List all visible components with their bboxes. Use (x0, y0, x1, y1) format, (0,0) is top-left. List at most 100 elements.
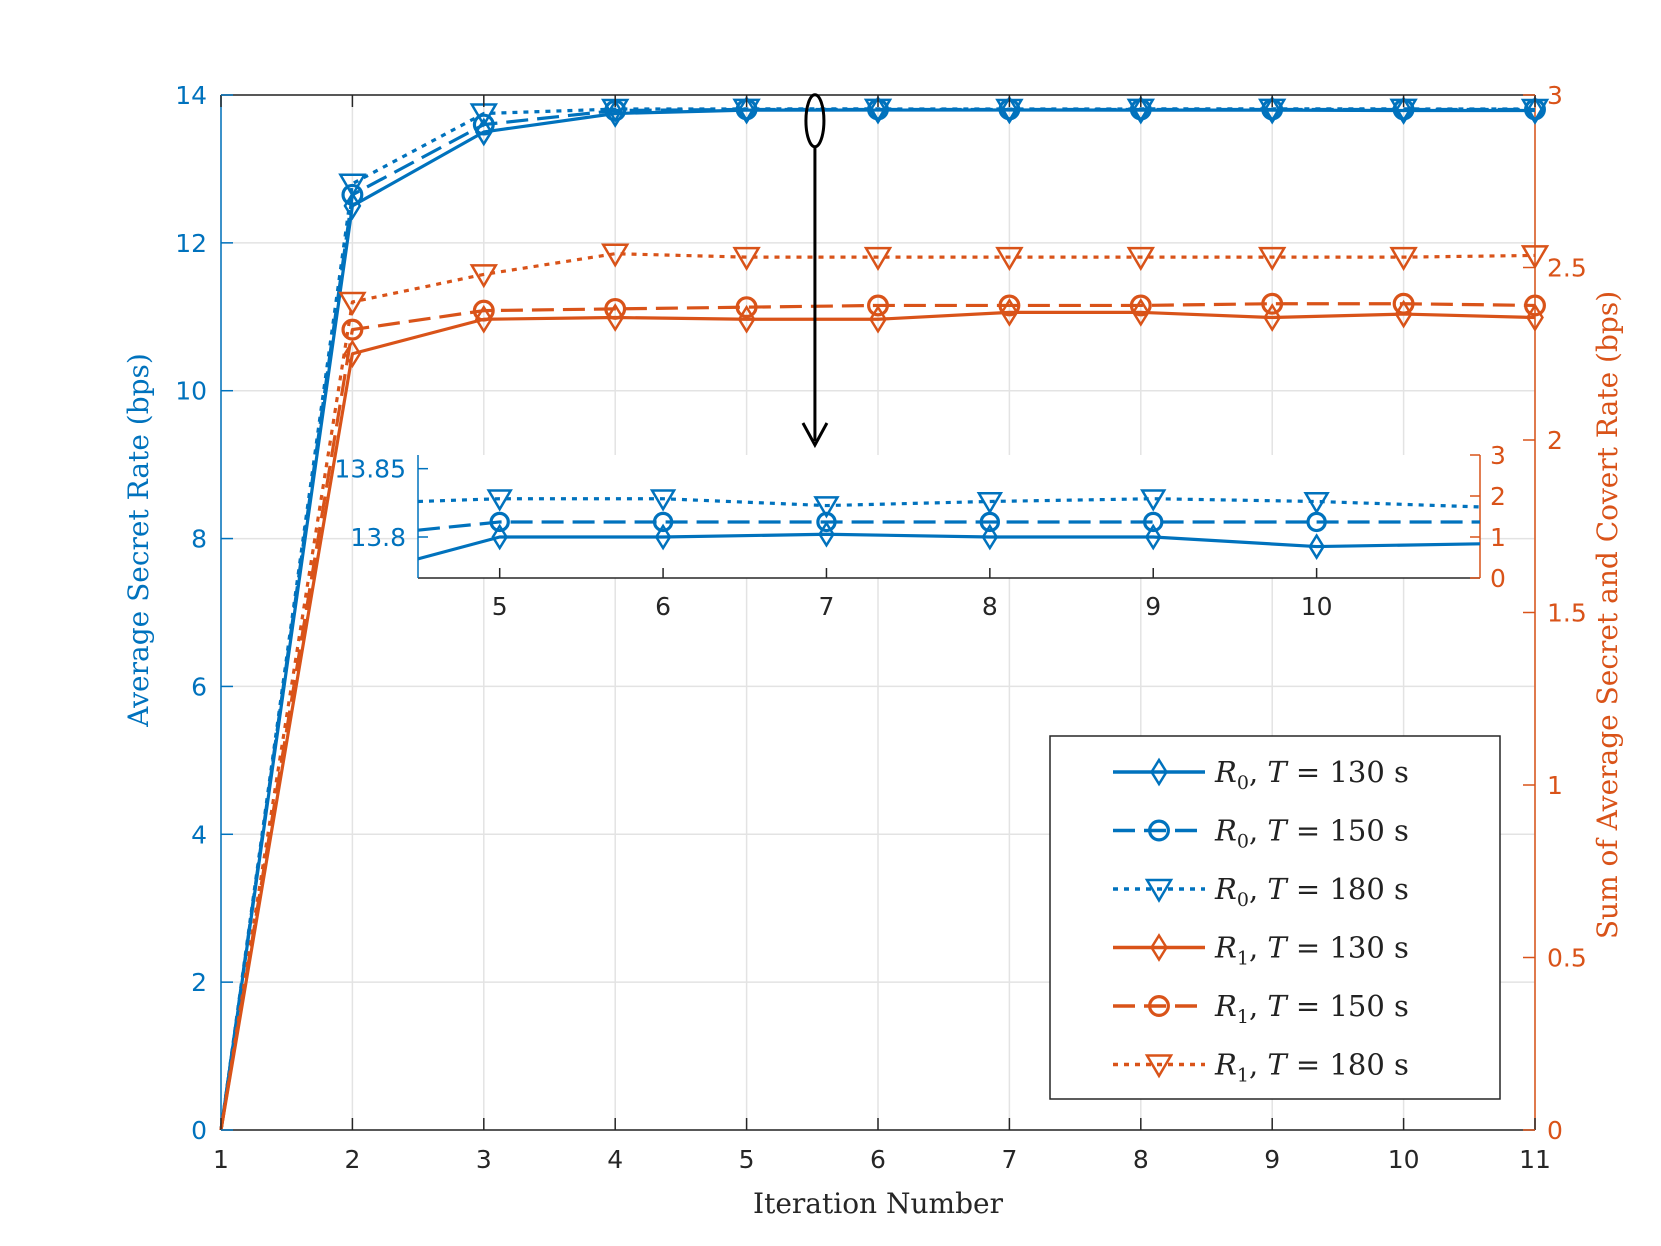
x-tick-label: 2 (344, 1145, 360, 1174)
y-tick-label-left: 6 (191, 672, 207, 701)
inset-series-2 (417, 511, 1480, 533)
legend-marker (1148, 995, 1170, 1017)
inset-series-line (417, 532, 1481, 561)
x-tick-label: 1 (213, 1145, 229, 1174)
data-point (735, 296, 758, 319)
x-tick-label: 5 (739, 1145, 755, 1174)
y-axis-label-right: Sum of Average Secret and Covert Rate (b… (1591, 291, 1624, 939)
inset-data-point (816, 511, 837, 533)
legend-label: R1, T = 150 s (1214, 989, 1409, 1028)
y-tick-label-right: 2.5 (1547, 254, 1587, 283)
legend-entry: R0, T = 150 s (1113, 814, 1409, 853)
x-axis-label: Iteration Number (753, 1187, 1004, 1220)
inset-data-point (1143, 511, 1164, 533)
data-point (606, 303, 625, 332)
legend-label: R0, T = 180 s (1214, 872, 1409, 911)
data-point (1263, 303, 1282, 332)
series-5 (219, 292, 1546, 1131)
legend-label: R1, T = 130 s (1214, 931, 1409, 970)
legend-marker (1148, 819, 1170, 842)
data-point (732, 246, 761, 272)
inset-x-tick-label: 6 (655, 592, 671, 621)
inset-series-line (417, 520, 1480, 532)
zoom-ellipse (804, 93, 826, 149)
legend-label: R1, T = 180 s (1214, 1048, 1409, 1087)
data-point (338, 291, 367, 316)
inset-data-point (976, 491, 1004, 515)
x-tick-label: 10 (1388, 1145, 1420, 1174)
series-line (219, 302, 1536, 1131)
legend-entry: R1, T = 130 s (1113, 931, 1409, 970)
inset-data-point (1140, 489, 1167, 512)
x-tick-label: 6 (870, 1145, 886, 1174)
zoom-arrow-head (801, 422, 829, 449)
data-point (472, 299, 495, 322)
y-tick-label-left: 0 (191, 1116, 207, 1145)
y-tick-label-right: 1 (1547, 771, 1563, 800)
inset-series-line (417, 497, 1481, 509)
x-tick-label: 11 (1519, 1145, 1551, 1174)
legend-box (1049, 735, 1501, 1100)
y-tick-label-right: 1.5 (1547, 599, 1587, 628)
data-point (1524, 294, 1546, 317)
inset-data-point (1303, 491, 1330, 515)
inset-x-tick-label: 10 (1301, 592, 1333, 621)
data-point (1261, 292, 1284, 315)
y-tick-label-left: 8 (191, 525, 207, 554)
inset-data-point (654, 523, 672, 551)
data-point (1392, 292, 1415, 315)
y-tick-label-right: 2 (1547, 426, 1563, 455)
legend-entry: R0, T = 130 s (1113, 755, 1409, 794)
inset-y-tick-label-right: 3 (1490, 441, 1506, 470)
inset-chart: 5 6 7 8 9 10 13.8 13.85 0 1 2 3 (334, 441, 1505, 621)
y-tick-label-left: 10 (175, 377, 207, 406)
data-point (474, 304, 493, 334)
y-tick-label-left: 4 (191, 820, 207, 849)
data-point (998, 294, 1021, 317)
inset-data-point (1308, 533, 1325, 560)
series-line (219, 107, 1536, 1131)
legend-label: R0, T = 150 s (1214, 814, 1409, 853)
inset-y-tick-label-right: 1 (1490, 523, 1506, 552)
inset-x-tick-label: 5 (492, 592, 508, 621)
data-point (341, 183, 364, 206)
data-point (995, 246, 1024, 272)
legend-label: R0, T = 130 s (1214, 755, 1409, 794)
main-series (219, 95, 1550, 1131)
y-tick-label-left: 14 (175, 81, 207, 110)
legend-marker (1144, 1054, 1174, 1079)
legend-marker (1150, 933, 1168, 962)
y-tick-label-right: 3 (1547, 81, 1563, 110)
x-tick-label: 7 (1001, 1145, 1017, 1174)
data-point (338, 173, 367, 198)
legend-marker (1144, 878, 1174, 903)
data-point (343, 339, 362, 369)
series-6 (219, 243, 1550, 1131)
data-point (1000, 297, 1019, 327)
y-tick-label-right: 0 (1547, 1116, 1563, 1145)
x-tick-label: 4 (607, 1145, 623, 1174)
inset-data-point (652, 511, 674, 533)
data-point (341, 318, 364, 341)
data-point (1131, 297, 1150, 327)
y-tick-label-right: 0.5 (1547, 944, 1587, 973)
inset-y-tick-label-right: 0 (1490, 564, 1506, 593)
inset-data-point (981, 523, 999, 551)
data-point (604, 297, 627, 320)
series-line (219, 310, 1536, 1131)
inset-y-tick-label-right: 2 (1490, 482, 1506, 511)
inset-data-point (649, 489, 677, 512)
legend-entry: R1, T = 150 s (1113, 989, 1409, 1028)
inset-background (418, 455, 1480, 578)
inset-x-tick-label: 9 (1145, 592, 1161, 621)
data-point (469, 264, 498, 289)
y-tick-label-left: 2 (191, 968, 207, 997)
x-tick-label: 3 (476, 1145, 492, 1174)
inset-y-tick-label-left: 13.8 (350, 523, 406, 552)
x-tick-label: 8 (1133, 1145, 1149, 1174)
legend-entry: R0, T = 180 s (1113, 872, 1409, 911)
inset-data-point (486, 489, 513, 512)
series-line (219, 252, 1536, 1131)
